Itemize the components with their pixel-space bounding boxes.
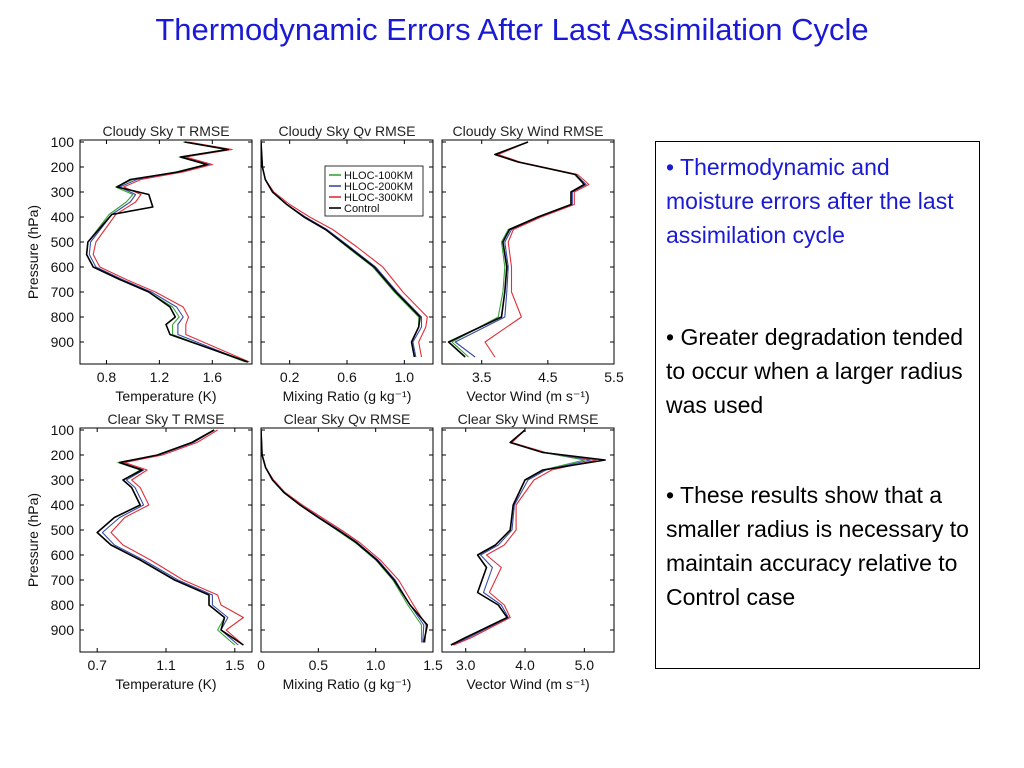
series-line-hloc-300km [110,429,244,646]
panel-cloudy-sky-t-rmse-lines [85,141,250,363]
chart-title: Clear Sky T RMSE [108,411,225,427]
panel-cloudy-sky-qv-rmse: Cloudy Sky Qv RMSE 0.2 0.6 1.0 Mixing Ratio … [260,123,434,404]
series-line-control [261,429,429,643]
legend-box [324,165,424,217]
legend-label-hloc-200km: HLOC-200KM [344,181,413,193]
x-tick-label: 0.2 [280,369,300,385]
y-tick-label: 500 [51,522,75,538]
chart-title: Clear Sky Qv RMSE [284,411,411,427]
series-line-hloc-100km [451,141,585,358]
x-axis-label: Temperature (K) [115,676,216,692]
x-tick-label: 0 [257,657,265,673]
x-tick-label: 0.6 [337,369,357,385]
x-axis-label: Mixing Ratio (g kg⁻¹) [283,388,412,404]
y-tick-label: 100 [51,134,75,150]
y-tick-label: 800 [51,309,75,325]
y-tick-label: 200 [51,159,75,175]
x-tick-label: 1.5 [423,657,443,673]
y-axis-label: Pressure (hPa) [25,205,41,299]
y-tick-label: 900 [51,622,75,638]
legend-label-hloc-300km: HLOC-300KM [344,192,413,204]
x-tick-label: 1.0 [366,657,386,673]
chart-title: Clear Sky Wind RMSE [458,411,599,427]
x-tick-label: 0.7 [87,657,107,673]
panel-cloudy-sky-t-rmse: Cloudy Sky T RMSE 100 200 300 400 500 600 700 80… [25,123,253,404]
panel-clear-sky-wind-rmse-lines [450,429,606,646]
series-line-hloc-100km [261,429,423,643]
y-tick-label: 600 [51,547,75,563]
x-tick-label: 0.5 [309,657,329,673]
y-tick-label: 200 [51,447,75,463]
series-line-control [447,141,586,358]
series-line-hloc-200km [261,429,425,643]
x-tick-label: 0.8 [97,369,117,385]
y-tick-label: 700 [51,284,75,300]
panel-cloudy-sky-wind-rmse: Cloudy Sky Wind RMSE 3.5 4.5 5.5 Vector Wind… [441,123,624,404]
series-line-control [450,429,606,646]
x-tick-label: 1.1 [156,657,176,673]
x-axis-label: Mixing Ratio (g kg⁻¹) [283,676,412,692]
x-tick-label: 1.0 [395,369,415,385]
x-tick-label: 4.0 [515,657,535,673]
bullet-thermodynamic-errors: • Thermodynamic and moisture errors afte… [666,154,954,248]
y-tick-label: 500 [51,234,75,250]
y-tick-label: 300 [51,184,75,200]
y-tick-label: 100 [51,422,75,438]
x-tick-label: 1.5 [225,657,245,673]
panel-cloudy-sky-wind-rmse-lines [447,141,590,358]
slide-title: Thermodynamic Errors After Last Assimila… [155,12,869,47]
x-tick-label: 4.5 [538,369,558,385]
summary-text-box: • Thermodynamic and moisture errors afte… [655,141,980,669]
x-tick-label: 5.5 [604,369,624,385]
x-axis-label: Vector Wind (m s⁻¹) [466,388,589,404]
bullet-greater-degradation: • Greater degradation tended to occur wh… [666,324,964,418]
panel-clear-sky-t-rmse-lines [96,429,244,646]
panel-clear-sky-wind-rmse-frame [441,427,615,653]
x-tick-label: 1.6 [203,369,223,385]
legend-label-control: Control [344,203,379,215]
series-line-hloc-300km [92,141,250,363]
series-line-hloc-200km [452,429,591,646]
panel-clear-sky-t-rmse: Clear Sky T RMSE 100 200 300 400 500 600 700 800… [25,411,253,692]
chart-title: Cloudy Sky Qv RMSE [279,123,416,139]
y-tick-label: 400 [51,497,75,513]
series-line-control [261,141,421,358]
series-line-hloc-100km [96,429,236,646]
panel-cloudy-sky-qv-rmse-lines [261,141,428,358]
series-line-control [85,141,249,363]
y-tick-label: 900 [51,334,75,350]
panel-clear-sky-qv-rmse: Clear Sky Qv RMSE 0 0.5 1.0 1.5 Mixing Ratio … [257,411,443,692]
rmse-figure: Cloudy Sky T RMSE 100 200 300 400 500 600 700 80… [25,123,624,692]
series-line-hloc-300km [261,429,427,643]
bullet-smaller-radius: • These results show that a smaller radi… [666,482,969,610]
x-axis-label: Vector Wind (m s⁻¹) [466,676,589,692]
series-line-hloc-100km [450,429,585,646]
chart-title: Cloudy Sky T RMSE [102,123,229,139]
panel-cloudy-sky-t-rmse-frame [79,139,253,365]
y-tick-label: 700 [51,572,75,588]
panel-clear-sky-wind-rmse: Clear Sky Wind RMSE 3.0 4.0 5.0 Vector Wind … [441,411,615,692]
x-axis-label: Temperature (K) [115,388,216,404]
series-line-hloc-200km [454,141,587,358]
x-tick-label: 5.0 [575,657,595,673]
y-axis-label: Pressure (hPa) [25,493,41,587]
chart-title: Cloudy Sky Wind RMSE [453,123,604,139]
panel-clear-sky-qv-rmse-lines [261,429,429,643]
panel-cloudy-sky-wind-rmse-frame [441,139,615,365]
series-line-control [96,429,244,646]
y-tick-label: 800 [51,597,75,613]
x-tick-label: 1.2 [150,369,170,385]
x-tick-label: 3.0 [456,657,476,673]
x-tick-label: 3.5 [472,369,492,385]
panel-clear-sky-qv-rmse-frame [260,427,434,653]
y-tick-label: 400 [51,209,75,225]
y-tick-label: 600 [51,259,75,275]
y-tick-label: 300 [51,472,75,488]
legend-label-hloc-100km: HLOC-100KM [344,170,413,182]
